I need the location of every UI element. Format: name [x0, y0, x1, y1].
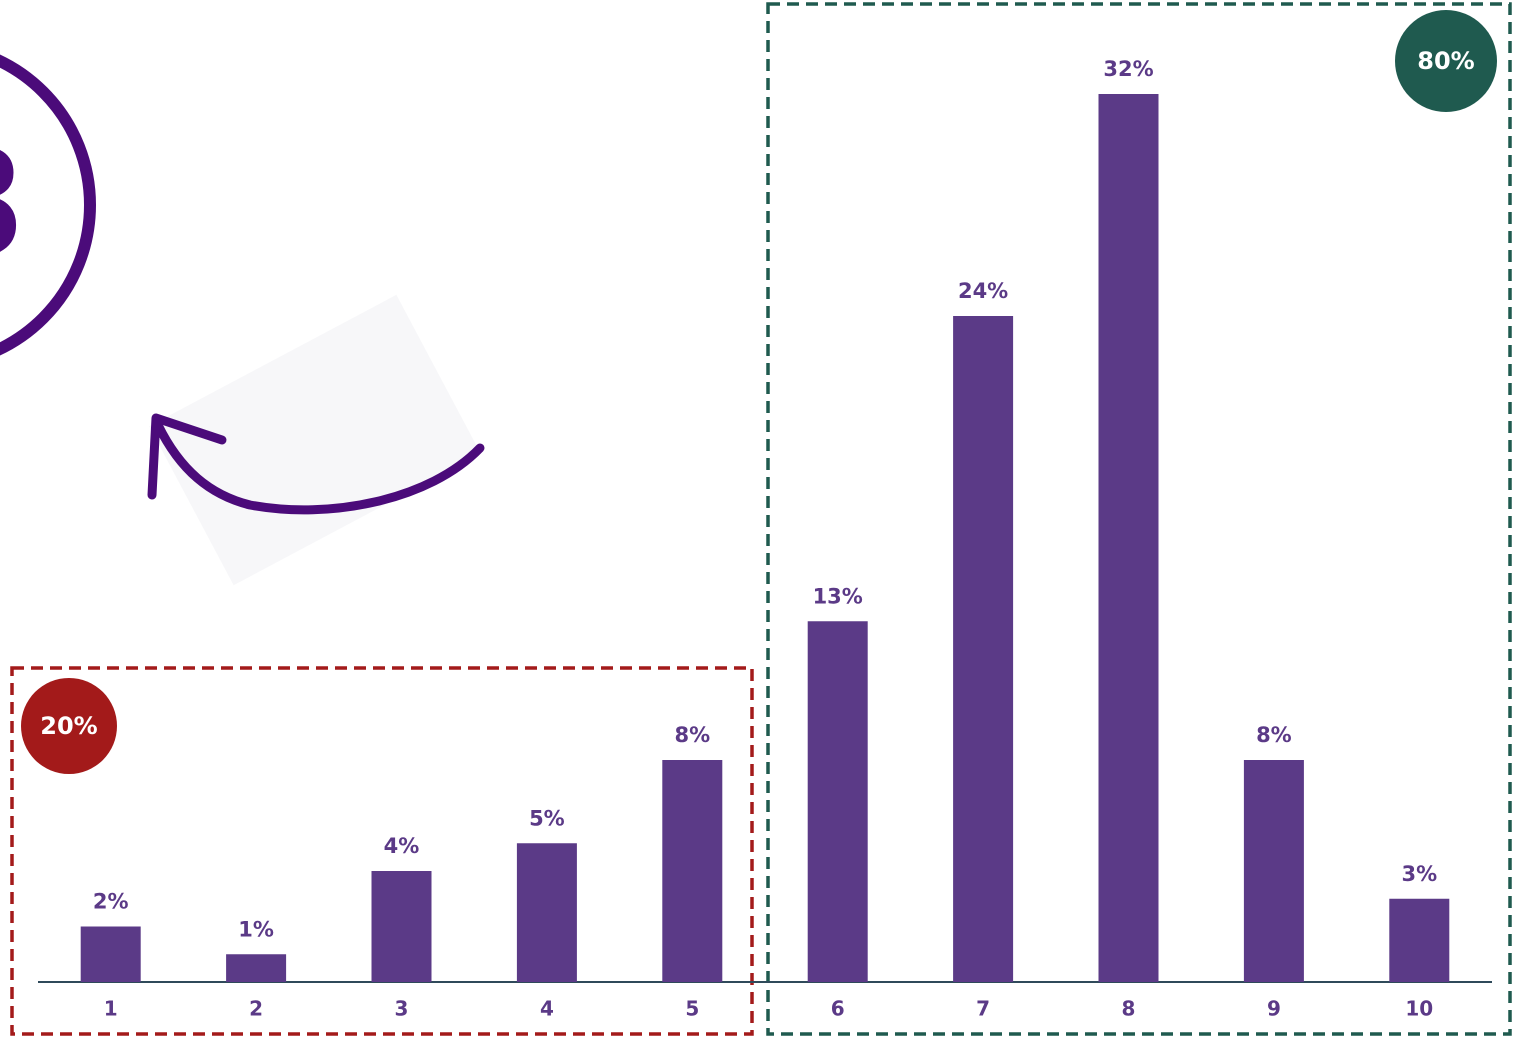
marker-number: 3: [0, 118, 28, 292]
bar: [1098, 94, 1159, 982]
bar: [226, 954, 287, 982]
bar: [807, 621, 868, 982]
group-label: 80%: [1417, 47, 1474, 75]
x-tick-label: 8: [1122, 997, 1136, 1021]
bar: [953, 316, 1014, 982]
marker-circle: [0, 54, 96, 356]
value-label: 32%: [1103, 57, 1153, 81]
group-badge: [21, 678, 117, 774]
x-tick-label: 2: [249, 997, 263, 1021]
value-label: 24%: [958, 279, 1008, 303]
arrow-backdrop: [149, 294, 481, 586]
group-box-high: [766, 2, 1512, 1036]
group-label: 20%: [40, 712, 97, 740]
arrow-head: [147, 413, 227, 500]
value-label: 13%: [813, 584, 863, 608]
bar: [80, 926, 141, 982]
value-label: 8%: [674, 723, 710, 747]
bar: [1243, 760, 1304, 982]
x-tick-label: 3: [395, 997, 409, 1021]
bar: [662, 760, 723, 982]
group-badge: [1395, 10, 1497, 112]
x-tick-label: 10: [1405, 997, 1433, 1021]
x-tick-label: 6: [831, 997, 845, 1021]
x-tick-label: 5: [685, 997, 699, 1021]
x-tick-label: 9: [1267, 997, 1281, 1021]
value-label: 5%: [529, 806, 565, 830]
arrow: [153, 420, 485, 515]
bar: [516, 843, 577, 982]
x-tick-label: 7: [976, 997, 990, 1021]
bar: [1389, 898, 1450, 982]
value-label: 4%: [384, 834, 420, 858]
bar: [371, 871, 432, 982]
group-box-low: [10, 666, 754, 1036]
value-label: 2%: [93, 890, 129, 914]
x-tick-label: 4: [540, 997, 554, 1021]
value-label: 1%: [238, 917, 274, 941]
x-tick-label: 1: [104, 997, 118, 1021]
value-label: 3%: [1401, 862, 1437, 886]
value-label: 8%: [1256, 723, 1292, 747]
